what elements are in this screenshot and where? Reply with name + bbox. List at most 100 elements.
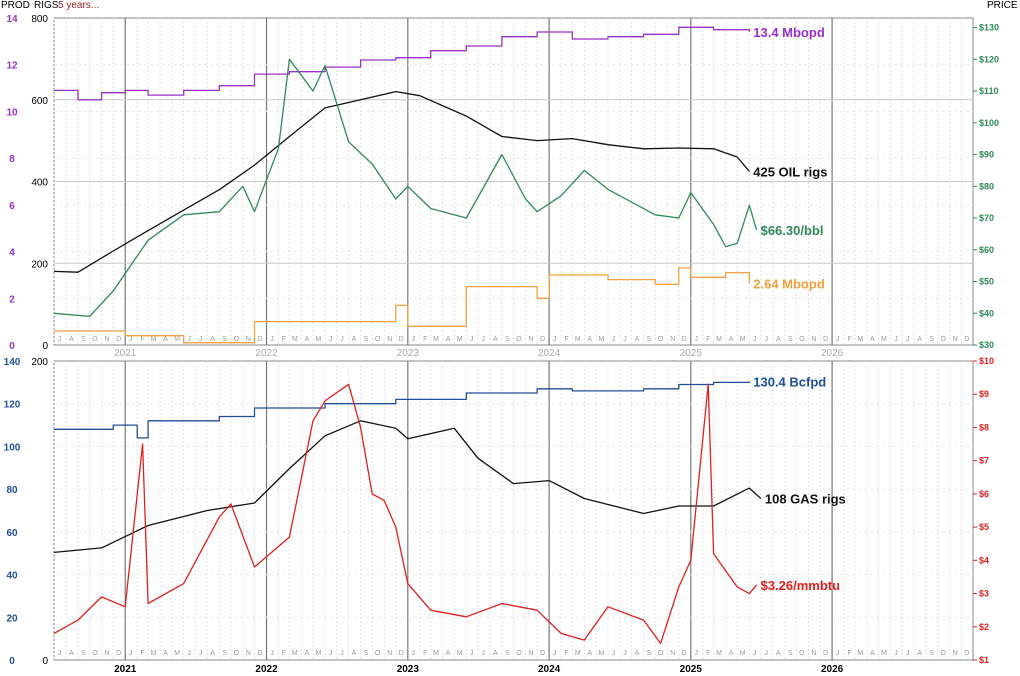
- prod-axis-tick-label: 100: [4, 442, 21, 453]
- rigs-axis-header: RIGS: [34, 0, 59, 11]
- month-tick-label: J: [765, 650, 769, 657]
- price-axis-tick-label: $50: [979, 277, 994, 287]
- prod-axis-tick-label: 6: [9, 201, 15, 212]
- month-tick-label: M: [292, 336, 298, 343]
- year-tick-label: 2024: [538, 664, 561, 675]
- month-tick-label: A: [210, 650, 215, 657]
- price-axis-tick-label: $3: [979, 589, 989, 599]
- month-tick-label: M: [881, 336, 887, 343]
- month-tick-label: S: [505, 336, 510, 343]
- month-tick-label: J: [753, 336, 757, 343]
- month-tick-label: S: [364, 336, 369, 343]
- prod-axis-tick-label: 12: [6, 61, 18, 72]
- month-tick-label: N: [246, 650, 251, 657]
- year-tick-label: 2025: [680, 348, 703, 359]
- month-tick-label: J: [694, 650, 698, 657]
- month-tick-label: A: [69, 650, 74, 657]
- series-end-label: 130.4 Bcfpd: [753, 375, 826, 390]
- price-axis-tick-label: $5: [979, 522, 989, 532]
- month-tick-label: J: [765, 336, 769, 343]
- rigs-axis-tick-label: 600: [31, 96, 48, 107]
- prod-axis-tick-label: 4: [9, 248, 15, 259]
- month-tick-label: O: [940, 650, 946, 657]
- month-tick-label: J: [329, 650, 333, 657]
- month-tick-label: A: [870, 650, 875, 657]
- month-tick-label: J: [482, 336, 486, 343]
- rigs-axis-tick-label: 200: [31, 357, 48, 368]
- month-tick-label: O: [658, 650, 664, 657]
- month-tick-label: J: [836, 336, 840, 343]
- month-tick-label: A: [776, 650, 781, 657]
- month-tick-label: S: [222, 650, 227, 657]
- year-tick-label: 2023: [397, 348, 420, 359]
- month-tick-label: M: [174, 336, 180, 343]
- month-tick-label: M: [881, 650, 887, 657]
- month-tick-label: D: [682, 650, 687, 657]
- month-tick-label: J: [906, 336, 910, 343]
- month-tick-label: J: [129, 336, 133, 343]
- period-selector[interactable]: 5 years...: [58, 0, 100, 11]
- month-tick-label: O: [940, 336, 946, 343]
- month-tick-label: A: [163, 336, 168, 343]
- series-end-label: 425 OIL rigs: [753, 164, 827, 179]
- month-tick-label: N: [670, 336, 675, 343]
- month-tick-label: J: [694, 336, 698, 343]
- month-tick-label: J: [623, 650, 627, 657]
- price-axis-tick-label: $10: [979, 356, 994, 366]
- month-tick-label: N: [811, 336, 816, 343]
- month-tick-label: J: [270, 336, 274, 343]
- month-tick-label: J: [623, 336, 627, 343]
- prod-axis-tick-label: 140: [4, 357, 21, 368]
- prod-axis-tick-label: 0: [9, 656, 15, 667]
- month-tick-label: N: [387, 336, 392, 343]
- month-tick-label: A: [776, 336, 781, 343]
- price-axis-tick-label: $60: [979, 245, 994, 255]
- month-tick-label: O: [658, 336, 664, 343]
- month-tick-label: F: [847, 650, 851, 657]
- series-line-gas-production: [54, 381, 750, 439]
- month-tick-label: O: [92, 650, 98, 657]
- month-tick-label: N: [953, 336, 958, 343]
- month-tick-label: J: [329, 336, 333, 343]
- prod-axis-tick-label: 20: [6, 613, 18, 624]
- month-tick-label: J: [129, 650, 133, 657]
- month-tick-label: A: [446, 336, 451, 343]
- month-tick-label: M: [598, 650, 604, 657]
- month-tick-label: A: [917, 650, 922, 657]
- month-tick-label: O: [92, 336, 98, 343]
- rigs-axis-tick-label: 0: [42, 341, 48, 352]
- month-tick-label: J: [340, 650, 344, 657]
- prod-axis-tick-label: 14: [6, 14, 18, 25]
- price-axis-tick-label: $130: [979, 23, 999, 33]
- rigs-axis-tick-label: 800: [31, 14, 48, 25]
- year-tick-label: 2026: [821, 664, 844, 675]
- month-tick-label: D: [682, 336, 687, 343]
- month-tick-label: J: [199, 650, 203, 657]
- month-tick-label: D: [399, 650, 404, 657]
- month-tick-label: D: [823, 336, 828, 343]
- month-tick-label: S: [929, 650, 934, 657]
- month-tick-label: J: [340, 336, 344, 343]
- month-tick-label: D: [540, 650, 545, 657]
- series-line-gas-price: [53, 383, 758, 645]
- year-tick-label: 2026: [821, 348, 844, 359]
- month-tick-label: J: [894, 336, 898, 343]
- month-tick-label: M: [315, 650, 321, 657]
- year-tick-label: 2022: [255, 348, 278, 359]
- month-tick-label: A: [210, 336, 215, 343]
- month-tick-label: S: [81, 650, 86, 657]
- rigs-axis-tick-label: 0: [42, 656, 48, 667]
- month-tick-label: D: [964, 650, 969, 657]
- month-tick-label: J: [553, 650, 557, 657]
- month-tick-label: M: [457, 650, 463, 657]
- month-tick-label: D: [540, 336, 545, 343]
- price-axis-tick-label: $7: [979, 456, 989, 466]
- month-tick-label: J: [187, 650, 191, 657]
- month-tick-label: J: [58, 650, 62, 657]
- month-tick-label: D: [964, 336, 969, 343]
- price-axis-tick-label: $9: [979, 389, 989, 399]
- month-tick-label: M: [740, 336, 746, 343]
- month-tick-label: A: [304, 336, 309, 343]
- series-end-label: $3.26/mmbtu: [761, 578, 841, 593]
- series-end-label: 2.64 Mbopd: [753, 276, 825, 291]
